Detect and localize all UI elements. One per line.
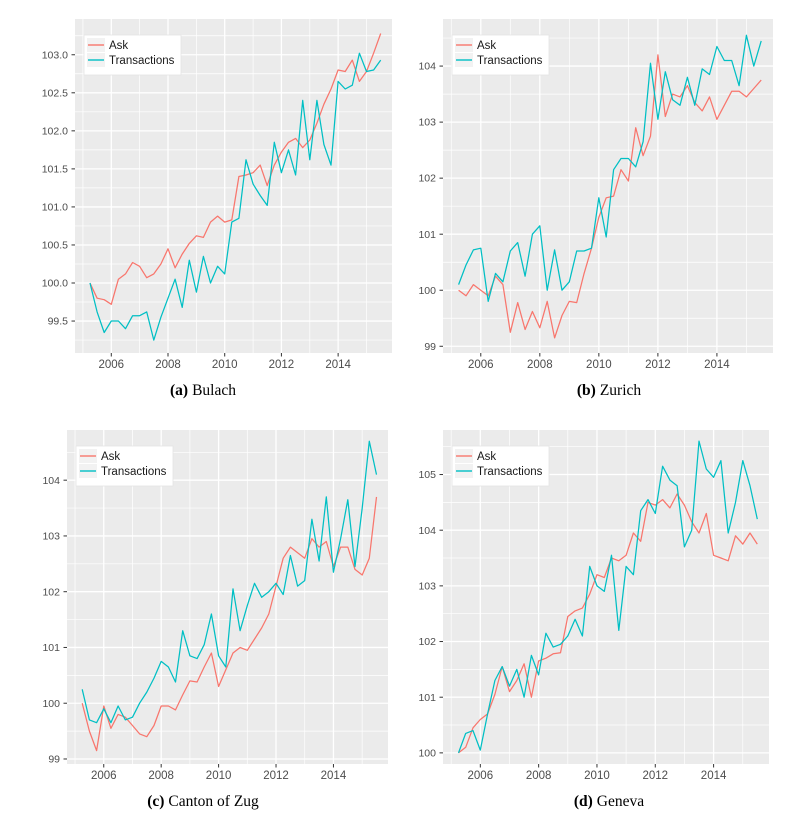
x-tick-label: 2010 bbox=[206, 770, 232, 782]
legend-label-ask: Ask bbox=[101, 451, 120, 463]
chart-cell-bulach: 99.5 100.0 100.5 101.0 101.5 102.0 102.5 103.0 2… bbox=[0, 0, 406, 411]
caption-title: Bulach bbox=[192, 382, 236, 399]
y-tick-label: 99 bbox=[48, 754, 60, 766]
y-tick-label: 100.0 bbox=[42, 278, 68, 290]
y-tick-label: 102 bbox=[418, 173, 436, 185]
legend-label-ask: Ask bbox=[109, 40, 128, 52]
x-tick-label: 2010 bbox=[586, 359, 612, 371]
y-tick-label: 104 bbox=[418, 525, 436, 537]
y-tick-label: 101 bbox=[418, 692, 436, 704]
series-line-transactions bbox=[89, 52, 382, 341]
chart-bulach: 99.5 100.0 100.5 101.0 101.5 102.0 102.5 103.0 2… bbox=[42, 19, 392, 371]
y-tick-label: 99.5 bbox=[48, 316, 69, 328]
y-tick-label: 101.0 bbox=[42, 201, 68, 213]
caption-title: Geneva bbox=[596, 793, 645, 810]
y-tick-label: 103 bbox=[418, 117, 436, 129]
y-tick-label: 101 bbox=[42, 642, 60, 654]
x-tick-label: 2014 bbox=[701, 770, 727, 782]
y-tick-label: 102.5 bbox=[42, 87, 68, 99]
series-line-ask bbox=[458, 493, 758, 754]
x-tick-label: 2006 bbox=[468, 770, 494, 782]
legend-label-ask: Ask bbox=[477, 40, 496, 52]
x-tick-label: 2008 bbox=[526, 770, 552, 782]
chart-zurich: 99 100 101 102 103 104 2006 2008 2010 2012 2014 Ask… bbox=[418, 19, 773, 371]
x-tick-label: 2014 bbox=[704, 359, 730, 371]
chart-geneva: 100 101 102 103 104 105 2006 2008 2010 2012 2014 As… bbox=[418, 430, 769, 782]
y-tick-label: 102 bbox=[42, 586, 60, 598]
x-tick-label: 2010 bbox=[212, 359, 238, 371]
x-tick-label: 2006 bbox=[91, 770, 117, 782]
x-tick-label: 2008 bbox=[527, 359, 553, 371]
chart-cell-zurich: 99 100 101 102 103 104 2006 2008 2010 2012 2014 Ask… bbox=[406, 0, 812, 411]
x-tick-label: 2014 bbox=[321, 770, 347, 782]
series-line-transactions bbox=[458, 34, 762, 303]
caption-title: Canton of Zug bbox=[168, 793, 259, 810]
caption-label: (d) bbox=[573, 793, 593, 810]
chart-caption-bulach: (a) Bulach bbox=[0, 382, 406, 400]
legend-label-transactions: Transactions bbox=[477, 55, 543, 67]
y-tick-label: 100 bbox=[418, 747, 436, 759]
caption-label: (c) bbox=[147, 793, 165, 810]
series-line-ask bbox=[81, 496, 378, 752]
x-tick-label: 2012 bbox=[645, 359, 671, 371]
caption-label: (a) bbox=[170, 382, 189, 399]
y-tick-label: 100 bbox=[418, 285, 436, 297]
caption-title: Zurich bbox=[599, 382, 642, 399]
legend-label-transactions: Transactions bbox=[109, 55, 175, 67]
chart-caption-geneva: (d) Geneva bbox=[406, 793, 812, 811]
series-line-transactions bbox=[81, 440, 378, 724]
chart-cell-geneva: 100 101 102 103 104 105 2006 2008 2010 2012 2014 As… bbox=[406, 411, 812, 822]
chart-caption-zurich: (b) Zurich bbox=[406, 382, 812, 400]
chart-caption-canton-of-zug: (c) Canton of Zug bbox=[0, 793, 406, 811]
y-tick-label: 101 bbox=[418, 229, 436, 241]
x-tick-label: 2012 bbox=[642, 770, 668, 782]
y-tick-label: 104 bbox=[42, 475, 60, 487]
y-tick-label: 103 bbox=[42, 531, 60, 543]
y-tick-label: 104 bbox=[418, 61, 436, 73]
series-line-ask bbox=[89, 33, 382, 305]
y-tick-label: 102.0 bbox=[42, 125, 68, 137]
y-tick-label: 103.0 bbox=[42, 49, 68, 61]
series-line-ask bbox=[458, 54, 762, 339]
x-tick-label: 2008 bbox=[155, 359, 181, 371]
chart-canton-of-zug: 99 100 101 102 103 104 2006 2008 2010 2012 2014 Ask… bbox=[42, 430, 388, 782]
x-tick-label: 2010 bbox=[584, 770, 610, 782]
x-tick-label: 2006 bbox=[468, 359, 494, 371]
legend-label-transactions: Transactions bbox=[477, 466, 543, 478]
x-tick-label: 2012 bbox=[263, 770, 289, 782]
x-tick-label: 2008 bbox=[148, 770, 174, 782]
legend-label-transactions: Transactions bbox=[101, 466, 167, 478]
caption-label: (b) bbox=[576, 382, 596, 399]
y-tick-label: 103 bbox=[418, 580, 436, 592]
y-tick-label: 100.5 bbox=[42, 240, 68, 252]
x-tick-label: 2006 bbox=[98, 359, 124, 371]
chart-cell-canton-of-zug: 99 100 101 102 103 104 2006 2008 2010 2012 2014 Ask… bbox=[0, 411, 406, 822]
x-tick-label: 2014 bbox=[325, 359, 351, 371]
y-tick-label: 101.5 bbox=[42, 163, 68, 175]
legend-label-ask: Ask bbox=[477, 451, 496, 463]
y-tick-label: 99 bbox=[424, 341, 436, 353]
y-tick-label: 100 bbox=[42, 698, 60, 710]
x-tick-label: 2012 bbox=[269, 359, 295, 371]
series-line-transactions bbox=[457, 440, 758, 754]
y-tick-label: 102 bbox=[418, 636, 436, 648]
y-tick-label: 105 bbox=[418, 469, 436, 481]
